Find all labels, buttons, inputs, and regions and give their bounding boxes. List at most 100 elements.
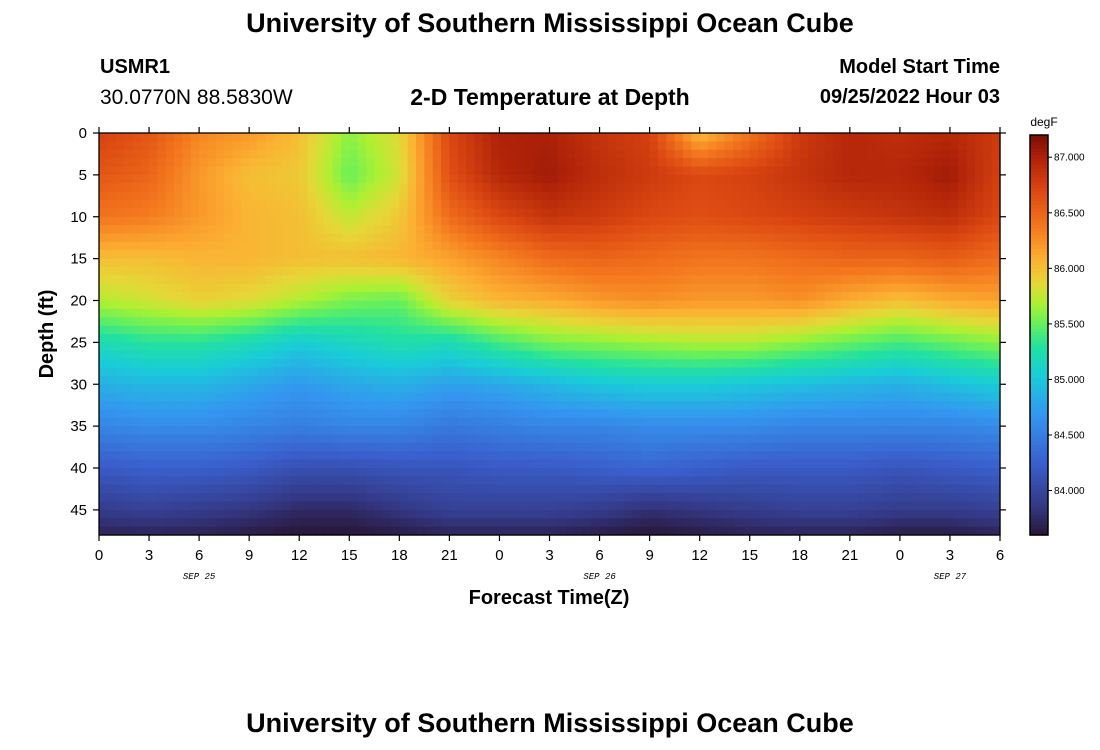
heatmap-cell	[582, 241, 592, 251]
heatmap-cell	[340, 133, 350, 142]
heatmap-cell	[566, 459, 576, 469]
heatmap-cell	[382, 233, 392, 243]
heatmap-cell	[699, 459, 709, 469]
heatmap-cell	[215, 275, 225, 285]
heatmap-cell	[99, 283, 108, 293]
heatmap-cell	[115, 350, 125, 360]
heatmap-cell	[124, 509, 133, 519]
heatmap-cell	[983, 158, 993, 168]
heatmap-cell	[874, 250, 884, 260]
heatmap-cell	[265, 183, 275, 193]
heatmap-cell	[249, 392, 259, 402]
heatmap-cell	[482, 225, 492, 235]
heatmap-cell	[591, 267, 601, 276]
heatmap-cell	[507, 350, 517, 360]
heatmap-cell	[532, 267, 542, 276]
heatmap-cell	[432, 158, 442, 168]
heatmap-cell	[240, 426, 250, 436]
heatmap-cell	[924, 476, 934, 486]
heatmap-cell	[165, 359, 175, 369]
heatmap-cell	[649, 384, 659, 394]
heatmap-cell	[249, 267, 259, 276]
heatmap-cell	[632, 384, 642, 394]
heatmap-cell	[741, 250, 751, 260]
heatmap-cell	[99, 468, 108, 477]
heatmap-cell	[799, 434, 809, 444]
heatmap-cell	[449, 342, 459, 352]
heatmap-cell	[991, 501, 1001, 511]
heatmap-cell	[983, 300, 993, 310]
heatmap-cell	[749, 325, 759, 335]
heatmap-cell	[716, 392, 726, 402]
heatmap-cell	[516, 417, 526, 427]
heatmap-cell	[624, 359, 634, 369]
heatmap-cell	[841, 174, 851, 184]
heatmap-cell	[165, 342, 175, 352]
heatmap-cell	[899, 149, 909, 159]
heatmap-cell	[124, 133, 133, 142]
heatmap-cell	[816, 258, 826, 268]
heatmap-cell	[741, 141, 751, 151]
heatmap-cell	[365, 216, 375, 226]
heatmap-cell	[365, 233, 375, 243]
heatmap-cell	[174, 250, 184, 260]
heatmap-cell	[390, 325, 400, 335]
heatmap-cell	[491, 208, 501, 218]
heatmap-cell	[390, 225, 400, 235]
heatmap-cell	[157, 283, 167, 293]
heatmap-cell	[883, 258, 893, 268]
heatmap-cell	[199, 493, 209, 503]
heatmap-cell	[666, 208, 676, 218]
heatmap-cell	[841, 493, 851, 503]
heatmap-cell	[641, 342, 651, 352]
heatmap-cell	[282, 484, 292, 494]
heatmap-cell	[657, 317, 667, 327]
heatmap-cell	[724, 350, 734, 360]
heatmap-cell	[357, 174, 367, 184]
heatmap-cell	[591, 451, 601, 461]
heatmap-cell	[766, 409, 776, 419]
heatmap-cell	[883, 509, 893, 519]
heatmap-cell	[582, 501, 592, 511]
heatmap-cell	[115, 367, 125, 377]
heatmap-cell	[399, 367, 409, 377]
heatmap-cell	[541, 401, 551, 410]
heatmap-cell	[182, 267, 192, 276]
heatmap-cell	[941, 501, 951, 511]
heatmap-cell	[874, 476, 884, 486]
heatmap-cell	[841, 367, 851, 377]
heatmap-cell	[324, 292, 334, 302]
heatmap-cell	[132, 141, 142, 151]
heatmap-cell	[966, 258, 976, 268]
heatmap-cell	[224, 267, 234, 276]
heatmap-cell	[933, 392, 943, 402]
heatmap-cell	[866, 275, 876, 285]
heatmap-cell	[491, 359, 501, 369]
heatmap-cell	[466, 317, 476, 327]
heatmap-cell	[390, 384, 400, 394]
heatmap-cell	[190, 434, 200, 444]
heatmap-cell	[507, 133, 517, 142]
heatmap-cell	[140, 149, 150, 159]
heatmap-cell	[908, 484, 918, 494]
heatmap-cell	[199, 174, 209, 184]
heatmap-cell	[799, 409, 809, 419]
heatmap-cell	[808, 300, 818, 310]
heatmap-cell	[666, 174, 676, 184]
heatmap-cell	[624, 292, 634, 302]
heatmap-cell	[357, 509, 367, 519]
heatmap-cell	[182, 409, 192, 419]
heatmap-cell	[983, 334, 993, 343]
heatmap-cell	[240, 501, 250, 511]
heatmap-cell	[682, 200, 692, 209]
heatmap-cell	[849, 484, 859, 494]
heatmap-cell	[365, 158, 375, 168]
heatmap-cell	[307, 225, 317, 235]
heatmap-cell	[849, 434, 859, 444]
heatmap-cell	[374, 141, 384, 151]
heatmap-cell	[549, 308, 559, 318]
heatmap-cell	[282, 501, 292, 511]
heatmap-cell	[524, 459, 534, 469]
heatmap-cell	[591, 166, 601, 176]
heatmap-cell	[908, 133, 918, 142]
